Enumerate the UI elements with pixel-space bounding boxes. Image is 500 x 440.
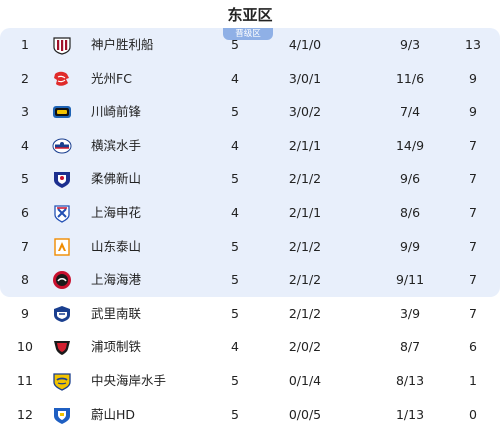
- goals-for-against-cell: 3/9: [399, 305, 421, 321]
- rank-cell: 3: [21, 104, 29, 120]
- pohang-steelers-crest-icon: [52, 337, 72, 357]
- table-row[interactable]: 9 武里南联 5 2/1/2 3/9 7: [0, 297, 500, 331]
- buriram-united-crest-icon: [52, 304, 72, 324]
- win-draw-loss-cell: 2/1/2: [288, 272, 322, 288]
- points-cell: 9: [469, 104, 477, 120]
- win-draw-loss-cell: 2/1/1: [288, 204, 322, 220]
- team-name: 上海申花: [91, 204, 142, 220]
- rank-cell: 10: [17, 339, 33, 355]
- team-name: 上海海港: [91, 272, 142, 288]
- points-cell: 9: [469, 70, 477, 86]
- rank-cell: 4: [21, 137, 29, 153]
- points-cell: 7: [469, 272, 477, 288]
- goals-for-against-cell: 7/4: [399, 104, 421, 120]
- team-name: 浦项制铁: [91, 339, 142, 355]
- team-name: 武里南联: [91, 305, 142, 321]
- rank-cell: 7: [21, 238, 29, 254]
- rank-cell: 6: [21, 204, 29, 220]
- team-name: 横滨水手: [91, 137, 142, 153]
- points-cell: 7: [469, 204, 477, 220]
- win-draw-loss-cell: 3/0/1: [288, 70, 322, 86]
- vissel-kobe-crest-icon: [52, 35, 72, 55]
- rank-cell: 12: [17, 406, 33, 422]
- rank-cell: 9: [21, 305, 29, 321]
- team-name: 柔佛新山: [91, 171, 142, 187]
- table-row[interactable]: 11 中央海岸水手 5 0/1/4 8/13 1: [0, 364, 500, 398]
- rank-cell: 8: [21, 272, 29, 288]
- played-cell: 5: [231, 406, 239, 422]
- goals-for-against-cell: 9/3: [399, 37, 421, 52]
- table-row[interactable]: 8 上海海港 5 2/1/2 9/11 7: [0, 263, 500, 297]
- played-cell: 5: [231, 171, 239, 187]
- qualification-zone-badge: 晋级区: [223, 28, 273, 40]
- played-cell: 5: [231, 305, 239, 321]
- table-row[interactable]: 7 山东泰山 5 2/1/2 9/9 7: [0, 229, 500, 264]
- table-row[interactable]: 12 蔚山HD 5 0/0/5 1/13 0: [0, 398, 500, 432]
- win-draw-loss-cell: 0/0/5: [288, 406, 322, 422]
- shanghai-shenhua-crest-icon: [52, 203, 72, 223]
- played-cell: 5: [231, 372, 239, 388]
- played-cell: 4: [231, 339, 239, 355]
- goals-for-against-cell: 8/6: [399, 204, 421, 220]
- rank-cell: 2: [21, 70, 29, 86]
- goals-for-against-cell: 14/9: [395, 137, 425, 153]
- played-cell: 5: [231, 238, 239, 254]
- played-cell: 4: [231, 204, 239, 220]
- played-cell: 5: [231, 272, 239, 288]
- points-cell: 7: [469, 305, 477, 321]
- points-cell: 13: [465, 37, 481, 52]
- win-draw-loss-cell: 3/0/2: [288, 104, 322, 120]
- played-cell: 4: [231, 70, 239, 86]
- team-name: 蔚山HD: [91, 406, 136, 422]
- played-cell: 5: [231, 104, 239, 120]
- played-cell: 4: [231, 137, 239, 153]
- goals-for-against-cell: 9/6: [399, 171, 421, 187]
- shandong-taishan-crest-icon: [52, 237, 72, 257]
- table-row[interactable]: 6 上海申花 4 2/1/1 8/6 7: [0, 195, 500, 230]
- points-cell: 7: [469, 238, 477, 254]
- goals-for-against-cell: 9/11: [395, 272, 425, 288]
- points-cell: 1: [469, 372, 477, 388]
- gwangju-fc-crest-icon: [52, 69, 72, 89]
- win-draw-loss-cell: 4/1/0: [288, 37, 322, 52]
- central-coast-mariners-crest-icon: [52, 371, 72, 391]
- yokohama-marinos-crest-icon: [52, 136, 72, 156]
- table-row[interactable]: 5 柔佛新山 5 2/1/2 9/6 7: [0, 162, 500, 196]
- win-draw-loss-cell: 2/1/2: [288, 238, 322, 254]
- rank-cell: 11: [17, 372, 33, 388]
- goals-for-against-cell: 1/13: [395, 406, 425, 422]
- table-row[interactable]: 10 浦项制铁 4 2/0/2 8/7 6: [0, 330, 500, 364]
- points-cell: 0: [469, 406, 477, 422]
- table-row[interactable]: 2 光州FC 4 3/0/1 11/6 9: [0, 61, 500, 96]
- team-name: 神户胜利船: [91, 37, 154, 52]
- table-row[interactable]: 4 横滨水手 4 2/1/1 14/9 7: [0, 128, 500, 163]
- goals-for-against-cell: 11/6: [395, 70, 425, 86]
- team-name: 中央海岸水手: [91, 372, 167, 388]
- table-row[interactable]: 3 川崎前锋 5 3/0/2 7/4 9: [0, 95, 500, 129]
- team-name: 山东泰山: [91, 238, 142, 254]
- points-cell: 7: [469, 137, 477, 153]
- points-cell: 6: [469, 339, 477, 355]
- goals-for-against-cell: 8/13: [395, 372, 425, 388]
- team-name: 光州FC: [91, 70, 132, 86]
- page-title: 东亚区: [227, 6, 273, 24]
- win-draw-loss-cell: 2/1/2: [288, 305, 322, 321]
- team-name: 川崎前锋: [91, 104, 142, 120]
- rank-cell: 5: [21, 171, 29, 187]
- win-draw-loss-cell: 2/1/2: [288, 171, 322, 187]
- win-draw-loss-cell: 2/0/2: [288, 339, 322, 355]
- win-draw-loss-cell: 2/1/1: [288, 137, 322, 153]
- shanghai-port-crest-icon: [52, 270, 72, 290]
- kawasaki-frontale-crest-icon: [52, 102, 72, 122]
- rank-cell: 1: [21, 37, 29, 52]
- win-draw-loss-cell: 0/1/4: [288, 372, 322, 388]
- standings-table: 1 神户胜利船 5 4/1/0 9/3 13 2 光州FC 4 3/0/1 11/6 9 3 川崎前锋 5 3…: [0, 28, 500, 431]
- played-cell: 5: [231, 37, 239, 52]
- points-cell: 7: [469, 171, 477, 187]
- johor-dt-crest-icon: [52, 169, 72, 189]
- goals-for-against-cell: 9/9: [399, 238, 421, 254]
- goals-for-against-cell: 8/7: [399, 339, 421, 355]
- ulsan-hd-crest-icon: [52, 405, 72, 425]
